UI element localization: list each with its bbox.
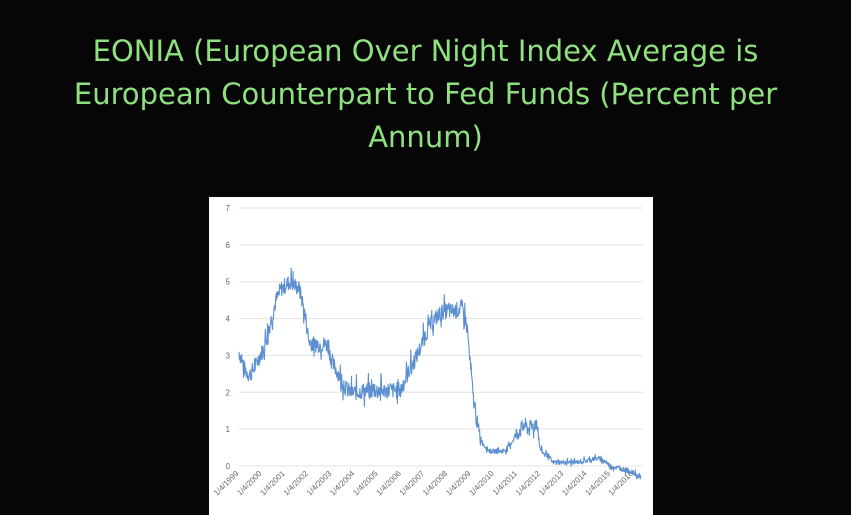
y-tick-label: 4 (226, 315, 231, 324)
y-tick-label: 7 (226, 204, 231, 213)
y-tick-label: 2 (226, 388, 231, 397)
chart-panel: 0 1 2 3 4 5 6 7 1/4/1999 1/4/2000 1/4/2001 1/4/200… (209, 197, 653, 515)
title-line-3: Annum) (368, 120, 483, 154)
gridlines (239, 207, 643, 467)
x-axis-ticks: 1/4/19991/4/20001/4/20011/4/20021/4/2003… (212, 469, 635, 498)
eonia-rate-line (238, 267, 642, 480)
y-tick-label: 0 (226, 462, 231, 471)
x-tick-label: 1/4/2010 (467, 469, 496, 498)
y-tick-label: 5 (226, 278, 231, 287)
y-tick-label: 3 (226, 351, 231, 360)
title-line-1: EONIA (European Over Night Index Average… (92, 34, 759, 68)
y-tick-label: 1 (226, 425, 231, 434)
series-layer (238, 267, 642, 480)
slide-title: EONIA (European Over Night Index Average… (0, 30, 851, 159)
y-tick-label: 6 (226, 241, 231, 250)
y-axis-ticks: 0 1 2 3 4 5 6 7 (226, 204, 231, 471)
eonia-line-chart: 0 1 2 3 4 5 6 7 1/4/19991/4/20001/4/20011/4/200… (212, 204, 643, 498)
title-line-2: European Counterpart to Fed Funds (Perce… (73, 77, 778, 111)
